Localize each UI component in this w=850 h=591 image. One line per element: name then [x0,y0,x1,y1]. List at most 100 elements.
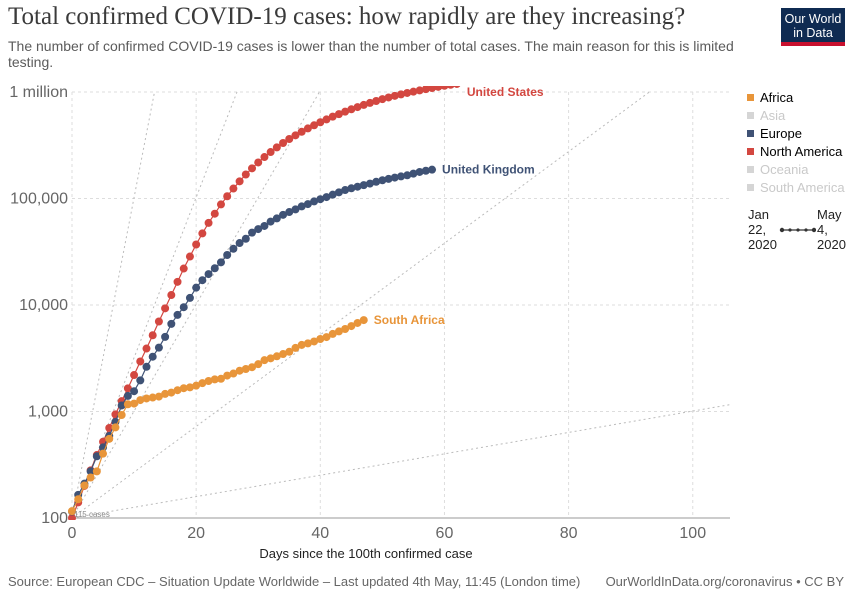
point-united-kingdom [130,387,139,396]
legend-label: South America [760,179,845,195]
legend-swatch [747,129,754,137]
point-united-kingdom [92,452,101,461]
point-united-states [347,105,356,114]
y-tick-label: 10,000 [19,297,68,314]
point-united-states [198,229,207,238]
point-south-africa [322,333,331,342]
point-united-kingdom [192,283,201,292]
point-united-kingdom [359,181,368,190]
point-united-kingdom [334,188,343,197]
logo-red-bar [781,42,845,46]
point-united-states [297,127,306,136]
reference-line [71,91,155,519]
point-united-states [161,304,170,313]
point-united-kingdom [235,239,244,248]
point-south-africa [254,360,263,369]
point-united-kingdom [403,171,412,180]
point-united-states [68,514,76,520]
license-badge[interactable]: • CC BY [796,574,844,589]
point-united-kingdom [279,210,288,219]
point-united-states [403,88,412,97]
point-united-states [390,91,399,100]
point-united-states [440,86,449,90]
legend-item-europe[interactable]: Europe [747,124,845,142]
point-united-kingdom [310,197,319,206]
point-united-states [266,148,275,157]
point-united-states [223,192,232,201]
point-south-africa [154,392,163,401]
legend-label: North America [760,143,843,159]
point-united-kingdom [409,169,418,178]
legend-item-north-america[interactable]: North America [747,142,845,160]
point-united-states [303,124,312,133]
point-south-africa [148,393,157,402]
owid-link[interactable]: OurWorldInData.org/coronavirus [605,574,793,589]
point-united-kingdom [254,225,263,234]
point-united-kingdom [260,221,269,230]
point-south-africa [223,371,232,380]
point-united-kingdom [378,176,387,185]
point-south-africa [316,335,325,344]
timeline-control[interactable]: Jan 22, 2020 May 4, 2020 [748,207,848,255]
point-united-kingdom [154,343,163,352]
point-united-states [154,317,163,326]
point-united-kingdom [285,208,294,217]
point-united-kingdom [397,172,405,181]
series-label-united-states: United States [467,85,544,99]
timeline-track[interactable] [776,207,816,255]
point-united-kingdom [316,195,325,204]
point-united-kingdom [142,362,151,371]
point-united-kingdom [161,332,170,341]
point-united-states [148,331,157,340]
point-south-africa [136,396,145,405]
legend: Africa Asia Europe North America Oceania Sout… [747,88,845,196]
point-united-kingdom [216,258,225,267]
legend-item-asia[interactable]: Asia [747,106,845,124]
point-united-states [359,100,368,109]
series-label-united-kingdom: United Kingdom [442,163,535,177]
timeline-handle-start[interactable] [779,227,785,233]
point-united-states [260,153,269,162]
point-south-africa [266,354,275,363]
point-united-kingdom [328,190,337,199]
point-united-kingdom [266,217,275,226]
y-tick-label: 1,000 [28,404,68,421]
point-united-states [341,107,350,116]
point-united-states [185,252,194,261]
legend-item-oceania[interactable]: Oceania [747,160,845,178]
point-united-states [229,184,238,193]
point-south-africa [161,389,170,398]
legend-label: Oceania [760,161,809,177]
point-south-africa [297,340,306,349]
plot-area [68,86,730,520]
legend-swatch [747,111,754,119]
point-south-africa [92,467,101,476]
point-south-africa [117,411,126,420]
point-united-kingdom [322,193,331,202]
point-south-africa [260,356,269,365]
point-united-states [372,97,381,106]
x-tick-label: 60 [436,525,454,542]
chart-subtitle: The number of confirmed COVID-19 cases i… [8,38,734,70]
logo-line-1: Our World [784,12,842,26]
point-south-africa [303,339,312,348]
point-united-states [192,240,201,249]
point-south-africa [210,375,219,384]
point-united-states [384,93,393,102]
series-line-united-states [71,86,447,519]
legend-item-south-america[interactable]: South America [747,178,845,196]
point-united-states [434,86,443,91]
point-united-states [235,177,244,186]
point-united-kingdom [347,184,356,193]
legend-item-africa[interactable]: Africa [747,88,845,106]
point-south-africa [142,394,151,403]
point-united-kingdom [297,202,306,211]
point-south-africa [167,388,176,397]
timeline-handle-end[interactable] [811,227,816,233]
legend-swatch [747,183,754,191]
point-united-states [272,143,281,152]
owid-logo[interactable]: Our World in Data [781,8,845,46]
point-united-states [378,95,387,104]
x-tick-label: 40 [311,525,329,542]
point-south-africa [204,376,213,385]
